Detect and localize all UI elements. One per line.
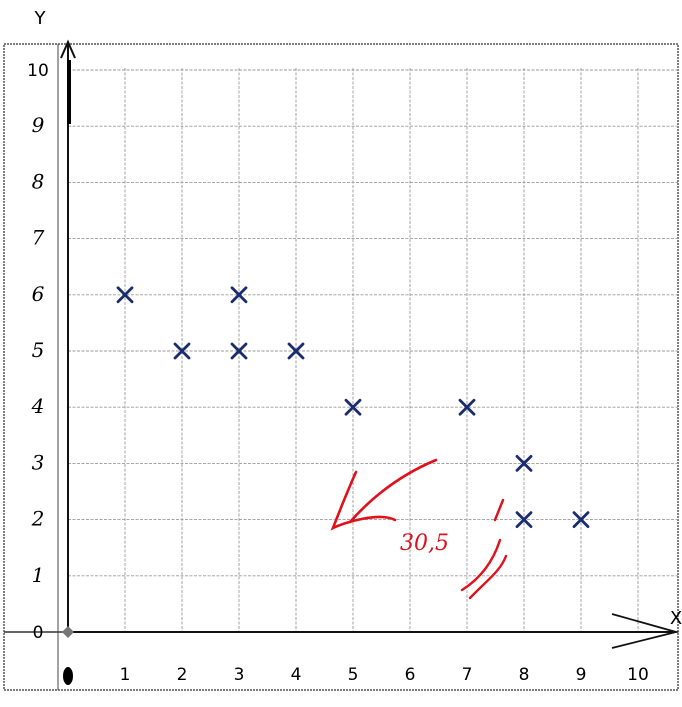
- y-tick-label: 5: [32, 338, 45, 362]
- annotation: 30,5: [333, 460, 506, 598]
- x-tick-label: 6: [405, 665, 416, 685]
- annotation-text: 30,5: [400, 531, 449, 556]
- x-tick-label: 4: [291, 665, 302, 685]
- y-tick-label: 8: [32, 169, 45, 193]
- annotation-stroke: [333, 460, 436, 528]
- y-tick-label: 7: [32, 226, 45, 250]
- y-axis-label: Y: [34, 8, 47, 29]
- y-tick-label: 0: [33, 623, 44, 643]
- origin-label-mark: [63, 667, 73, 685]
- y-tick-label: 9: [32, 113, 45, 137]
- origin-marker: [62, 626, 74, 638]
- x-tick-label: 1: [120, 665, 131, 685]
- x-tick-label: 8: [519, 665, 530, 685]
- x-tick-label: 3: [234, 665, 245, 685]
- x-tick-label: 10: [627, 665, 649, 685]
- axes: YX: [34, 8, 682, 648]
- x-tick-label: 7: [462, 665, 473, 685]
- y-tick-label: 2: [31, 507, 45, 531]
- y-tick-label: 1: [32, 563, 45, 587]
- y-tick-label: 3: [32, 450, 45, 474]
- data-points: [118, 288, 588, 527]
- x-tick-label: 2: [177, 665, 188, 685]
- x-tick-label: 5: [348, 665, 359, 685]
- tick-labels: 1 2 3 4 5 6 7 8 9 10 0 1 2 3 4 5 6 7 8 9 10: [27, 61, 649, 685]
- grid: [68, 68, 682, 632]
- annotation-scribble: [462, 500, 506, 598]
- y-tick-label: 4: [31, 394, 45, 418]
- x-axis-label: X: [670, 608, 682, 629]
- x-tick-label: 9: [576, 665, 587, 685]
- outer-frame: [4, 44, 678, 690]
- y-tick-label: 10: [27, 61, 49, 81]
- y-tick-label: 6: [32, 282, 45, 306]
